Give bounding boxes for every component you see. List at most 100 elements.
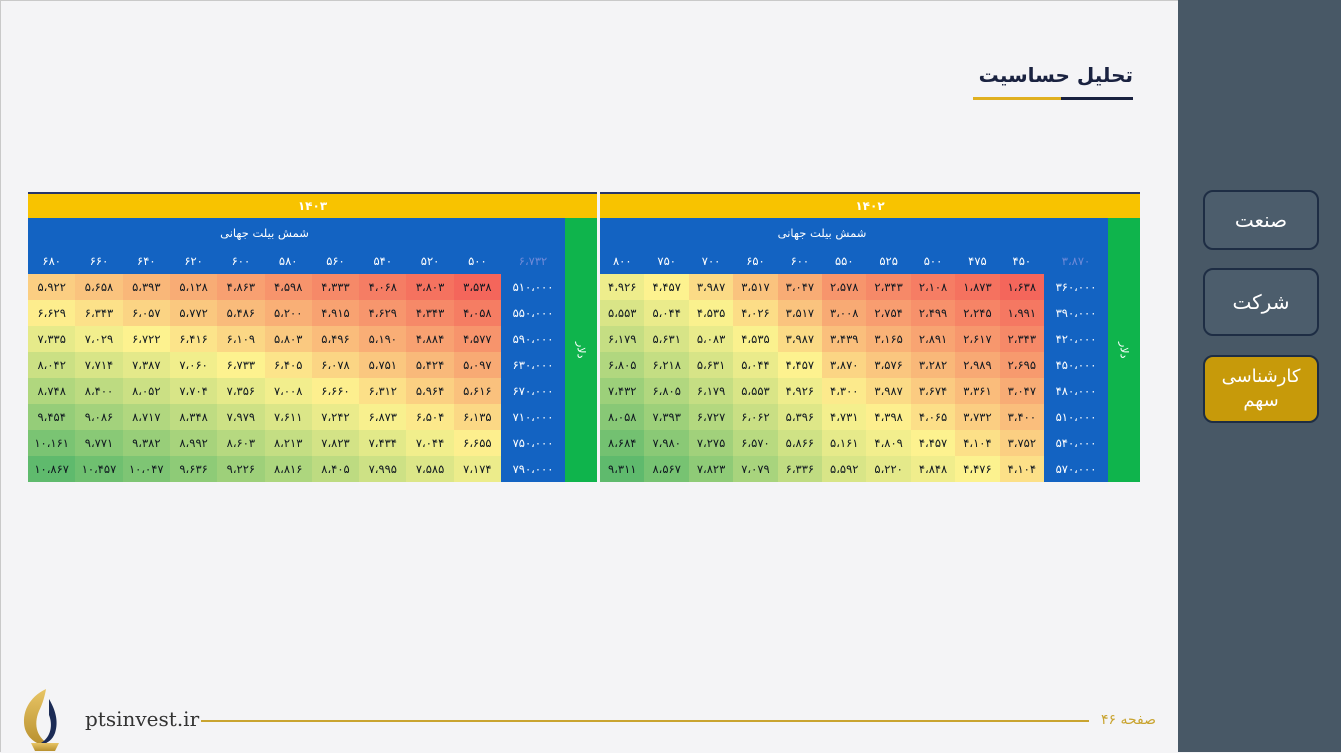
table-cell: ۷،۹۷۹ xyxy=(217,404,265,430)
table-cell: ۴،۵۷۷ xyxy=(453,326,502,352)
table-cell: ۷،۰۷۹ xyxy=(733,456,778,482)
sidebar-item-company[interactable]: شرکت xyxy=(1203,268,1319,336)
table-cell: ۶،۷۲۷ xyxy=(688,404,734,430)
table-cell: ۶،۴۰۵ xyxy=(264,352,312,378)
base-value: ۶،۷۳۲ xyxy=(501,248,566,274)
table-cell: ۹،۲۲۶ xyxy=(217,456,265,482)
table-cell: ۸،۹۹۲ xyxy=(169,430,218,456)
table-cell: ۷،۹۸۰ xyxy=(644,430,689,456)
table-cell: ۳،۹۸۷ xyxy=(866,378,911,404)
table-cell: ۵،۳۹۶ xyxy=(777,404,823,430)
table-cell: ۸،۴۰۰ xyxy=(75,378,123,404)
column-header: ۶۰۰ xyxy=(217,248,265,274)
table-cell: ۷،۳۵۶ xyxy=(217,378,265,404)
column-header: ۵۰۰ xyxy=(910,248,956,274)
row-header: ۴۲۰،۰۰۰ xyxy=(1044,326,1108,352)
table-cell: ۹،۶۳۶ xyxy=(169,456,218,482)
column-header: ۷۵۰ xyxy=(644,248,689,274)
table-cell: ۷،۲۷۵ xyxy=(688,430,734,456)
sidebar-item-industry[interactable]: صنعت xyxy=(1203,190,1319,250)
table-cell: ۲،۸۹۱ xyxy=(910,326,956,352)
row-header: ۵۹۰،۰۰۰ xyxy=(501,326,566,352)
table-cell: ۳،۵۱۷ xyxy=(733,274,778,300)
table-cell: ۹،۴۵۴ xyxy=(28,404,76,430)
sidebar-item-stock-analysis[interactable]: کارشناسی سهم xyxy=(1203,355,1319,423)
row-header: ۳۹۰،۰۰۰ xyxy=(1044,300,1108,326)
sidebar: صنعت شرکت کارشناسی سهم xyxy=(1178,0,1341,752)
table-cell: ۸،۷۴۸ xyxy=(28,378,76,404)
sensitivity-table-1402: ۱۴۰۲ دلار شمش بیلت جهانی ۳،۸۷۰ ۴۵۰ ۴۷۵ ۵۰۰ ۵۲۵ ۵… xyxy=(600,192,1140,482)
table-cell: ۴،۹۲۶ xyxy=(600,274,645,300)
table-cell: ۳،۶۷۴ xyxy=(910,378,956,404)
table-cell: ۷،۱۷۴ xyxy=(453,456,502,482)
table-cell: ۶،۰۷۸ xyxy=(311,352,360,378)
table-cell: ۷،۴۳۴ xyxy=(359,430,407,456)
table-cell: ۵،۰۹۷ xyxy=(453,352,502,378)
column-header: ۴۵۰ xyxy=(999,248,1044,274)
table-cell: ۳،۵۱۷ xyxy=(777,300,823,326)
page-title: تحلیل حساسیت xyxy=(978,63,1133,87)
table-cell: ۱،۹۹۱ xyxy=(999,300,1044,326)
table-cell: ۴،۵۳۵ xyxy=(688,300,734,326)
table-cell: ۳،۷۳۲ xyxy=(955,404,1000,430)
table-row: ۳۶۰،۰۰۰ ۱،۶۳۸ ۱،۸۷۳ ۲،۱۰۸ ۲،۳۴۳ ۲،۵۷۸ ۳،۰۴۷ ۳،۵… xyxy=(600,274,1140,300)
table-cell: ۵،۷۷۲ xyxy=(169,300,218,326)
table-cell: ۱۰،۰۴۷ xyxy=(122,456,170,482)
year-label: ۱۴۰۲ xyxy=(600,192,1140,218)
year-row: ۱۴۰۲ xyxy=(600,192,1140,218)
table-cell: ۵،۷۵۱ xyxy=(359,352,407,378)
table-cell: ۵،۵۹۲ xyxy=(822,456,867,482)
table-cell: ۱،۶۳۸ xyxy=(999,274,1044,300)
table-cell: ۵،۹۶۴ xyxy=(406,378,454,404)
table-cell: ۵،۴۹۶ xyxy=(311,326,360,352)
table-cell: ۲،۳۴۳ xyxy=(866,274,911,300)
base-value: ۳،۸۷۰ xyxy=(1044,248,1108,274)
table-cell: ۵،۰۴۴ xyxy=(733,352,778,378)
column-header: ۵۶۰ xyxy=(311,248,360,274)
table-cell: ۶،۶۲۹ xyxy=(28,300,76,326)
table-cell: ۴،۹۲۶ xyxy=(777,378,823,404)
table-cell: ۵،۵۵۳ xyxy=(600,300,645,326)
table-row: ۵۱۰،۰۰۰ ۳،۵۳۸ ۳،۸۰۳ ۴،۰۶۸ ۴،۳۳۳ ۴،۵۹۸ ۴،۸۶۳ ۵،۱… xyxy=(28,274,597,300)
table-cell: ۴،۹۱۵ xyxy=(311,300,360,326)
table-cell: ۶،۳۴۳ xyxy=(75,300,123,326)
table-cell: ۷،۳۹۳ xyxy=(644,404,689,430)
table-row: ۴۸۰،۰۰۰ ۳،۰۴۷ ۳،۳۶۱ ۳،۶۷۴ ۳،۹۸۷ ۴،۳۰۰ ۴،۹۲۶ ۵،۵… xyxy=(600,378,1140,404)
table-cell: ۴،۰۶۵ xyxy=(910,404,956,430)
table-cell: ۳،۹۸۷ xyxy=(688,274,734,300)
table-cell: ۸،۴۰۵ xyxy=(311,456,360,482)
row-header: ۴۸۰،۰۰۰ xyxy=(1044,378,1108,404)
table-cell: ۴،۸۸۴ xyxy=(406,326,454,352)
table-cell: ۸،۶۰۳ xyxy=(217,430,265,456)
row-header: ۵۱۰،۰۰۰ xyxy=(1044,404,1108,430)
table-cell: ۵،۱۲۸ xyxy=(169,274,218,300)
table-cell: ۸،۶۸۴ xyxy=(600,430,645,456)
table-cell: ۳،۰۴۷ xyxy=(777,274,823,300)
table-cell: ۲،۶۱۷ xyxy=(955,326,1000,352)
table-cell: ۴،۳۰۰ xyxy=(822,378,867,404)
subtitle-row: دلار شمش بیلت جهانی xyxy=(28,218,598,482)
table-cell: ۵،۳۹۳ xyxy=(122,274,170,300)
table-cell: ۶،۰۶۲ xyxy=(733,404,778,430)
footer-divider xyxy=(201,720,1089,722)
table-cell: ۵،۶۵۸ xyxy=(75,274,123,300)
row-header: ۵۱۰،۰۰۰ xyxy=(501,274,566,300)
table-cell: ۹،۳۸۲ xyxy=(122,430,170,456)
row-header: ۷۵۰،۰۰۰ xyxy=(501,430,566,456)
table-row: ۳۹۰،۰۰۰ ۱،۹۹۱ ۲،۲۴۵ ۲،۴۹۹ ۲،۷۵۴ ۳،۰۰۸ ۳،۵۱۷ ۴،۰… xyxy=(600,300,1140,326)
table-cell: ۲،۱۰۸ xyxy=(910,274,956,300)
table-row: ۵۷۰،۰۰۰ ۴،۱۰۴ ۴،۴۷۶ ۴،۸۴۸ ۵،۲۲۰ ۵،۵۹۲ ۶،۳۳۶ ۷،۰… xyxy=(600,456,1140,482)
column-header: ۶۴۰ xyxy=(122,248,170,274)
table-row: ۵۴۰،۰۰۰ ۳،۷۵۲ ۴،۱۰۴ ۴،۴۵۷ ۴،۸۰۹ ۵،۱۶۱ ۵،۸۶۶ ۶،۵… xyxy=(600,430,1140,456)
page-number: صفحه ۴۶ xyxy=(1101,712,1157,728)
table-cell: ۶،۶۵۵ xyxy=(453,430,502,456)
table-cell: ۸،۲۱۳ xyxy=(264,430,312,456)
row-header: ۳۶۰،۰۰۰ xyxy=(1044,274,1108,300)
table-cell: ۴،۷۳۱ xyxy=(822,404,867,430)
table-cell: ۴،۱۰۴ xyxy=(955,430,1000,456)
column-header: ۷۰۰ xyxy=(688,248,734,274)
side-label: دلار xyxy=(1108,218,1140,482)
table-cell: ۷،۲۴۲ xyxy=(311,404,360,430)
table-cell: ۱۰،۸۶۷ xyxy=(28,456,76,482)
table-cell: ۲،۶۹۵ xyxy=(999,352,1044,378)
